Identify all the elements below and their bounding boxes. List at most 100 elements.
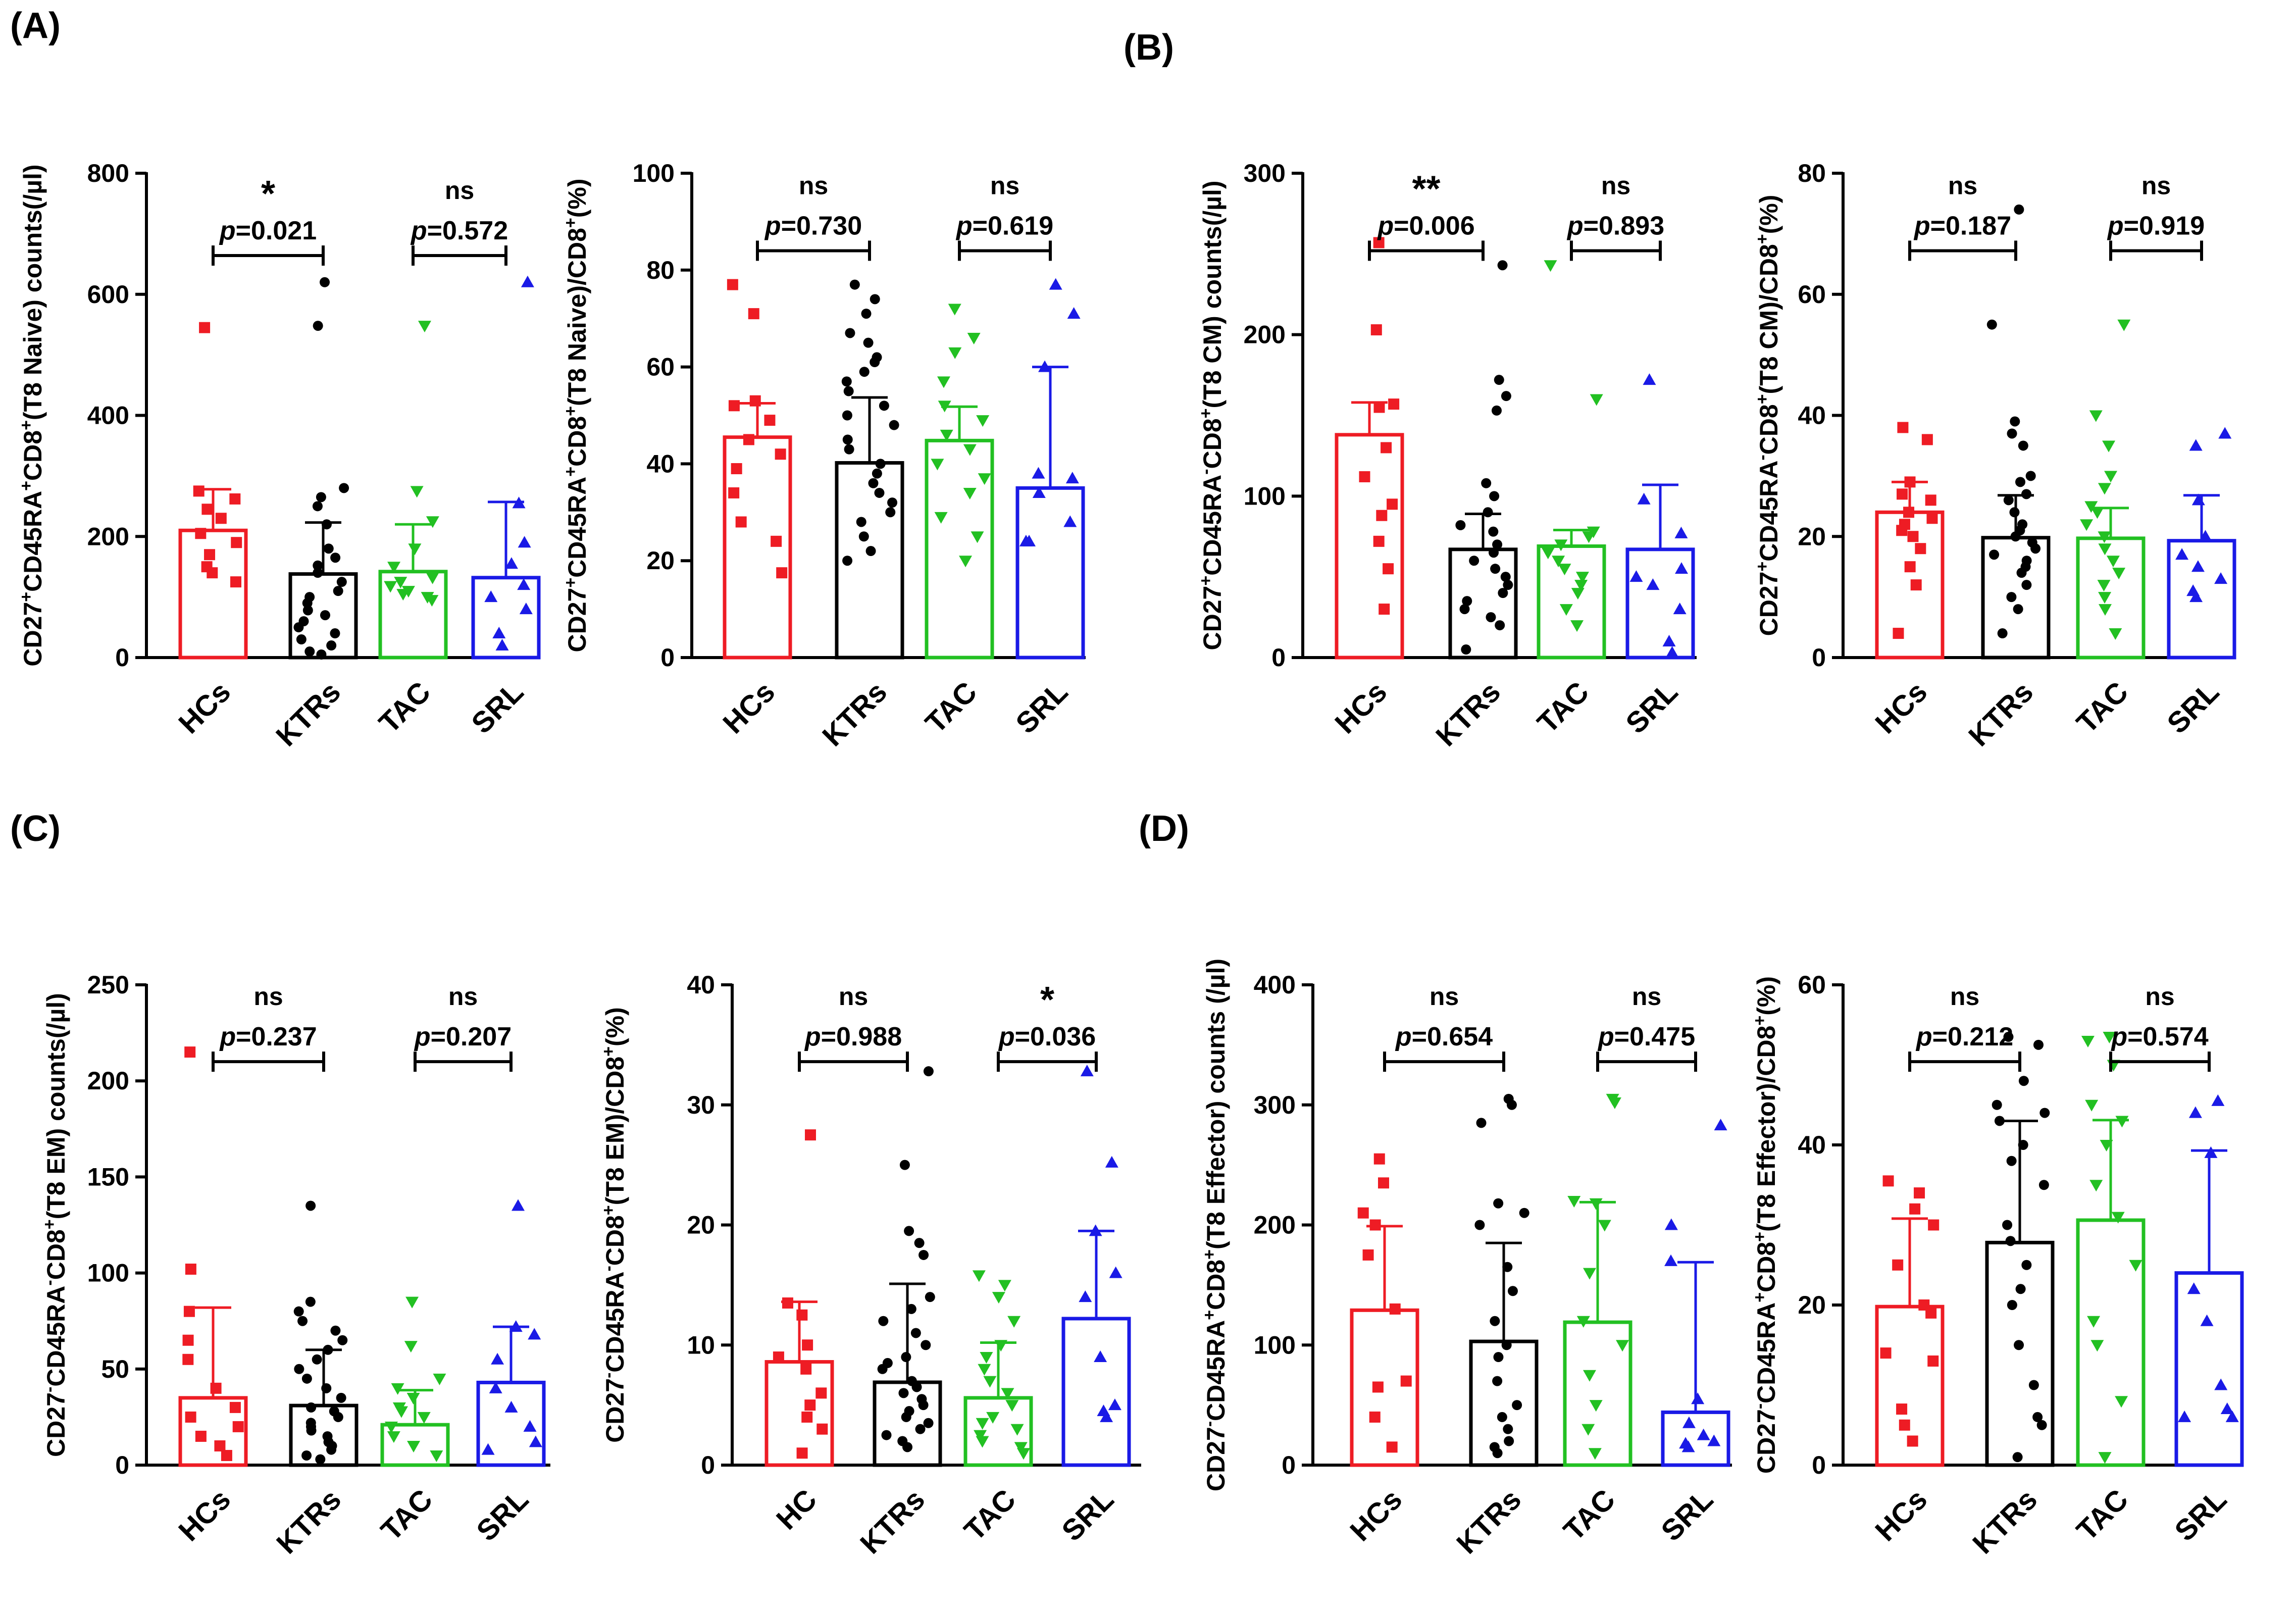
data-point [1910, 579, 1922, 591]
data-point [1681, 1440, 1695, 1452]
label-part: (T8 Effector)/CD8 [1752, 1026, 1780, 1232]
data-point [214, 1440, 226, 1451]
x-tick-label: SRL [465, 675, 530, 740]
data-point [974, 1430, 987, 1442]
superscript: + [17, 481, 36, 491]
comparison-2: p=0.893 ns [1566, 171, 1664, 261]
comparison-1: p=0.021* [212, 174, 325, 266]
data-point [2015, 477, 2026, 487]
x-tick-label: KTRs [816, 675, 893, 753]
data-point [333, 1412, 343, 1422]
data-point [1067, 307, 1081, 319]
data-point [426, 516, 439, 528]
label-part: CD27 [1752, 1409, 1780, 1474]
data-point [2032, 1412, 2043, 1422]
group-ktrs [1985, 1032, 2055, 1467]
data-point [504, 557, 518, 569]
x-tick-label: TAC [2070, 675, 2134, 739]
data-point [1909, 1203, 1921, 1215]
data-point [481, 1443, 495, 1455]
group-srl [476, 1199, 546, 1467]
data-point [182, 1334, 194, 1346]
p-symbol: p [1566, 211, 1584, 240]
data-point [2025, 471, 2036, 481]
superscript: + [1200, 1249, 1219, 1260]
data-point [1483, 507, 1493, 518]
data-point [2106, 556, 2120, 568]
data-point [1598, 1220, 1611, 1232]
data-point [1664, 1218, 1678, 1230]
p-symbol: p [955, 211, 973, 240]
data-point [1589, 1198, 1603, 1210]
x-tick-label: TAC [1531, 675, 1595, 739]
data-point [326, 640, 337, 651]
significance-label: ** [1412, 169, 1440, 209]
superscript: - [40, 1387, 59, 1392]
p-value: =0.574 [2127, 1022, 2209, 1051]
data-point [1559, 604, 1573, 616]
data-point [330, 553, 341, 563]
data-point [868, 478, 879, 488]
data-point [418, 321, 431, 333]
group-ktrs [1448, 260, 1518, 660]
data-point [1005, 1400, 1019, 1412]
data-point [323, 543, 334, 554]
x-tick-label: SRL [470, 1483, 535, 1547]
data-point [1882, 1175, 1894, 1187]
data-point [408, 543, 422, 556]
data-point [1892, 1259, 1904, 1271]
bar-tac [925, 438, 994, 660]
data-point [2175, 548, 2189, 560]
data-point [802, 1339, 813, 1351]
comparison-1: p=0.237 ns [212, 982, 325, 1072]
data-point [293, 1306, 304, 1317]
group-srl [2167, 427, 2236, 660]
p-symbol: p [219, 1022, 236, 1051]
data-point [843, 386, 854, 396]
data-point [195, 1430, 207, 1442]
data-point [1896, 1403, 1908, 1415]
data-point [387, 562, 401, 574]
p-value: =0.654 [1412, 1022, 1493, 1051]
data-point [2204, 1146, 2218, 1158]
p-value-label: p=0.036 [998, 1022, 1096, 1051]
data-point [2109, 628, 2122, 640]
data-point [861, 309, 872, 319]
data-point [232, 1421, 244, 1432]
label-part: CD45RA [1755, 461, 1783, 562]
data-point [336, 1392, 346, 1403]
data-point [304, 646, 315, 657]
p-value: =0.237 [236, 1022, 317, 1051]
data-point [1476, 1118, 1487, 1128]
comparison-2: p=0.207 ns [414, 982, 513, 1072]
group-tac [2076, 319, 2146, 660]
data-point [1493, 1198, 1504, 1209]
y-tick-label: 600 [87, 280, 129, 309]
superscript: + [1753, 234, 1772, 244]
data-point [405, 1296, 419, 1309]
data-point [2028, 1380, 2039, 1390]
data-point [948, 347, 962, 359]
significance-label: ns [2145, 982, 2174, 1011]
data-point [2009, 507, 2020, 518]
data-point [967, 333, 981, 345]
y-tick-label: 0 [660, 643, 675, 672]
data-point [801, 1411, 813, 1423]
data-point [1023, 534, 1036, 546]
data-point [2225, 1410, 2239, 1422]
p-value: =0.006 [1394, 211, 1475, 240]
data-point [1373, 237, 1385, 248]
data-point [384, 581, 397, 593]
x-tick-label: TAC [373, 675, 437, 739]
data-point [301, 1450, 312, 1461]
data-point [1899, 1419, 1910, 1431]
data-point [1474, 1220, 1485, 1230]
data-point [207, 567, 218, 579]
superscript: + [561, 406, 580, 416]
group-ktrs [289, 1200, 359, 1467]
data-point [2098, 592, 2112, 604]
group-srl [1061, 1065, 1131, 1467]
data-point [330, 1325, 341, 1336]
superscript: + [1196, 576, 1215, 586]
data-point [2090, 507, 2104, 519]
